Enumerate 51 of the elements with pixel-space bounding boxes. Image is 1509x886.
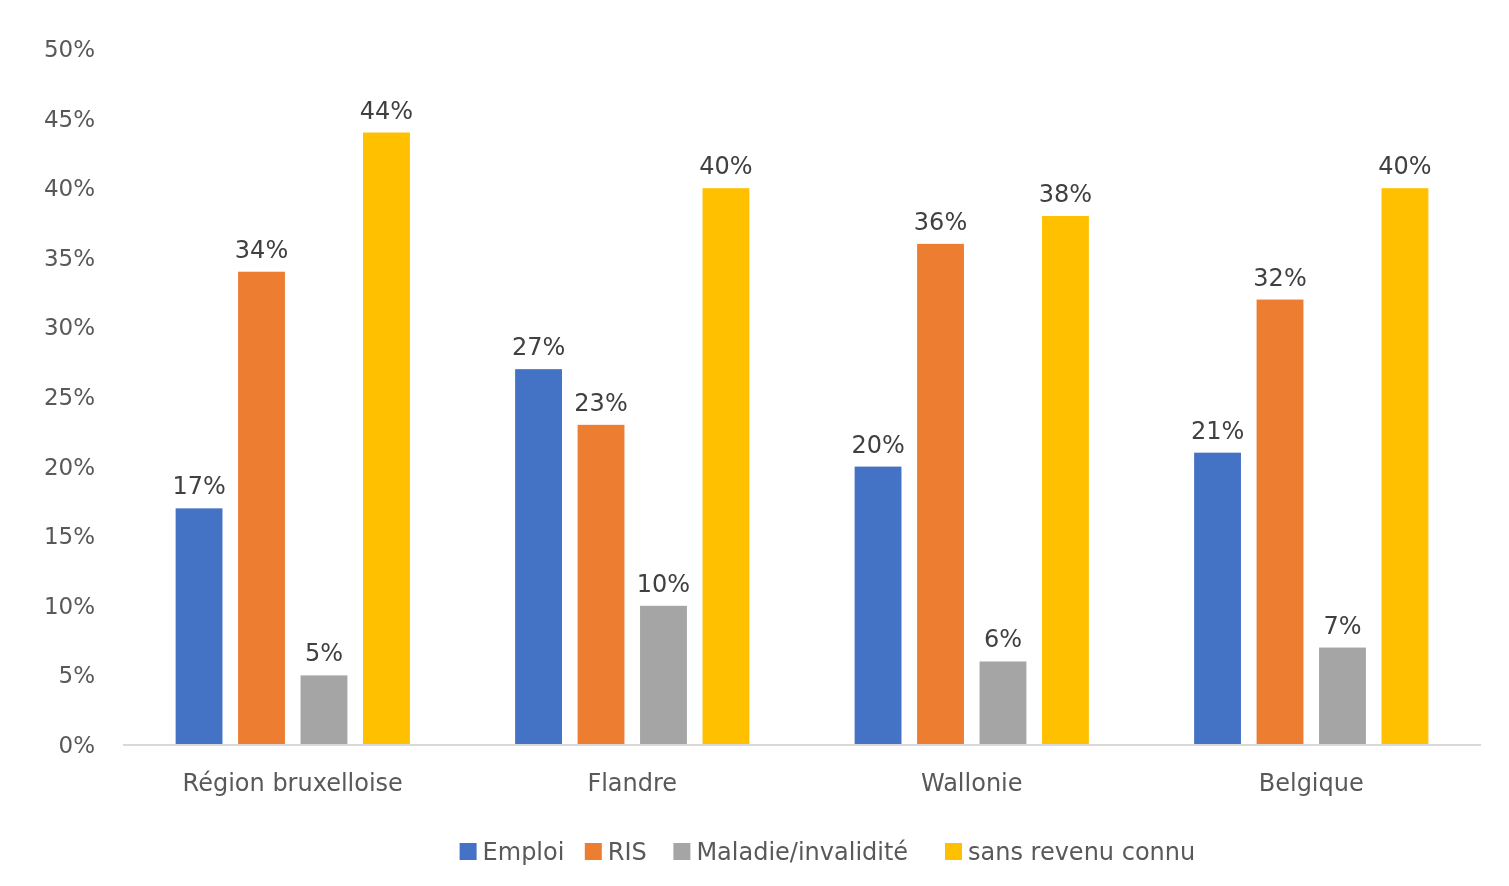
data-label: 27%: [511, 333, 566, 362]
bar: [1194, 452, 1241, 745]
bar: [1319, 647, 1366, 745]
bar: [363, 132, 410, 745]
bar: [300, 675, 348, 745]
data-label: 10%: [636, 569, 691, 598]
bar: [1042, 216, 1089, 745]
data-label: 6%: [983, 625, 1023, 654]
bar: [854, 466, 902, 745]
bar: [640, 605, 687, 745]
legend-label: Emploi: [482, 838, 565, 867]
data-label: 32%: [1253, 263, 1307, 292]
y-tick-label: 45%: [43, 105, 95, 132]
data-label: 38%: [1038, 180, 1093, 209]
data-label: 21%: [1190, 416, 1245, 445]
data-label: 17%: [172, 472, 226, 501]
y-tick-label: 20%: [43, 453, 95, 480]
data-label: 44%: [359, 96, 414, 125]
y-tick-label: 5%: [58, 662, 95, 689]
data-label: 40%: [699, 152, 753, 181]
y-tick-label: 15%: [43, 523, 95, 550]
bar: [515, 369, 562, 745]
bar: [1381, 188, 1429, 745]
bar: [577, 424, 625, 745]
legend-label: RIS: [607, 838, 647, 867]
data-label: 20%: [851, 430, 905, 459]
legend-label: Maladie/invalidité: [696, 838, 909, 867]
y-tick-label: 35%: [43, 244, 95, 271]
data-label: 5%: [304, 639, 344, 668]
x-tick-label: Wallonie: [920, 769, 1023, 797]
x-tick-label: Région bruxelloise: [182, 769, 403, 797]
bar: [702, 188, 750, 745]
bar: [238, 271, 285, 745]
x-tick-label: Flandre: [587, 769, 678, 797]
y-tick-label: 30%: [43, 314, 95, 341]
data-label: 23%: [574, 388, 628, 417]
x-tick-label: Belgique: [1258, 769, 1364, 797]
data-label: 7%: [1323, 611, 1362, 640]
y-tick-label: 10%: [43, 592, 95, 619]
data-label: 40%: [1378, 152, 1432, 181]
bar: [175, 508, 223, 745]
y-tick-label: 50%: [43, 36, 95, 63]
y-tick-label: 40%: [43, 175, 95, 202]
data-label: 34%: [234, 235, 289, 264]
bar: [1256, 299, 1304, 745]
y-tick-label: 0%: [58, 732, 95, 759]
y-tick-label: 25%: [43, 384, 95, 411]
bar: [979, 661, 1027, 745]
data-label: 36%: [913, 207, 968, 236]
bar: [917, 243, 964, 745]
legend-label: sans revenu connu: [968, 838, 1196, 867]
